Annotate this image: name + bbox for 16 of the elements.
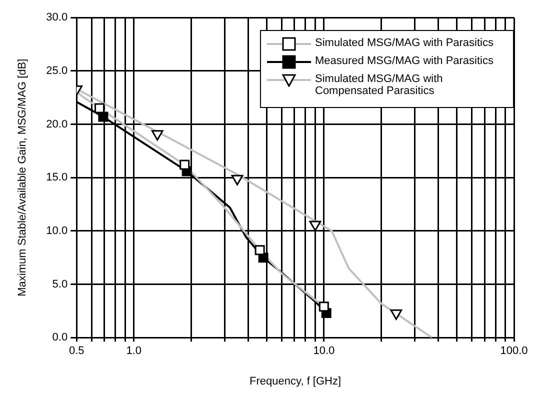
legend-label: Simulated MSG/MAG with Compensated Parasitics [315, 73, 444, 97]
x-tick-label: 1.0 [126, 345, 142, 358]
y-tick-label: 10.0 [46, 224, 68, 237]
y-tick-label: 5.0 [52, 278, 68, 290]
legend-label: Simulated MSG/MAG with Parasitics [315, 37, 494, 49]
x-tick-label: 10.0 [313, 345, 335, 358]
x-axis-title: Frequency, f [GHz] [250, 375, 342, 388]
y-tick-label: 0.0 [52, 332, 68, 344]
y-tick-label: 15.0 [46, 172, 68, 184]
x-tick-label: 0.5 [68, 345, 84, 358]
y-tick-label: 30.0 [46, 12, 68, 24]
y-tick-label: 25.0 [46, 64, 68, 77]
x-tick-label: 100.0 [500, 345, 528, 358]
y-axis-title: Maximum Stable/Available Gain, MSG/MAG [dB] [16, 58, 29, 296]
legend-label: Measured MSG/MAG with Parasitics [315, 55, 494, 67]
y-tick-label: 20.0 [46, 118, 68, 130]
